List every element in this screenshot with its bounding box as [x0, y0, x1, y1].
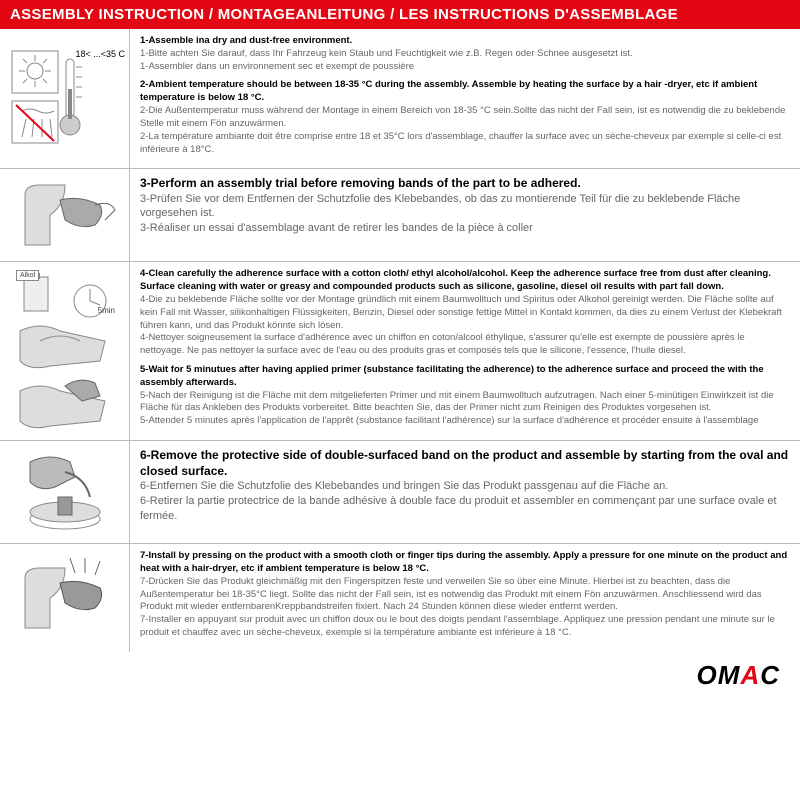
press-install-icon	[10, 553, 120, 643]
row-5-text: 7-Install by pressing on the product wit…	[130, 544, 800, 652]
step7-en: 7-Install by pressing on the product wit…	[140, 550, 790, 576]
step1-en: 1-Assemble ina dry and dust-free environ…	[140, 35, 790, 48]
row-3: Alkol 5min 4-Clean carefully the adheren…	[0, 262, 800, 441]
step1-de: 1-Bitte achten Sie darauf, dass Ihr Fahr…	[140, 48, 790, 61]
logo-row: OMAC	[0, 652, 800, 695]
clean-primer-icon	[10, 271, 120, 431]
step5-fr: 5-Attender 5 minutes après l'application…	[140, 415, 790, 428]
instruction-rows: 18< ...<35 C 1-As	[0, 29, 800, 652]
step2-en: 2-Ambient temperature should be between …	[140, 79, 790, 105]
logo-part1: OM	[697, 660, 741, 690]
step2-fr: 2-La température ambiante doit être comp…	[140, 131, 790, 157]
remove-tape-icon	[10, 447, 120, 537]
logo-part2: A	[740, 660, 760, 690]
step3-fr: 3-Réaliser un essai d'assemblage avant d…	[140, 221, 790, 236]
row-4-icon	[0, 441, 130, 543]
row-4-text: 6-Remove the protective side of double-s…	[130, 441, 800, 543]
step2-de: 2-Die Außentemperatur muss während der M…	[140, 105, 790, 131]
step7-de: 7-Drücken Sie das Produkt gleichmäßig mi…	[140, 576, 790, 614]
step1-fr: 1-Assembler dans un environnement sec et…	[140, 61, 790, 74]
step5-en: 5-Wait for 5 minutues after having appli…	[140, 364, 790, 390]
step5-de: 5-Nach der Reinigung ist die Fläche mit …	[140, 390, 790, 416]
row-1-icon: 18< ...<35 C	[0, 29, 130, 168]
temp-range-label: 18< ...<35 C	[75, 49, 125, 59]
weather-thermometer-icon	[10, 49, 120, 149]
row-1: 18< ...<35 C 1-As	[0, 29, 800, 169]
step4-en: 4-Clean carefully the adherence surface …	[140, 268, 790, 294]
logo-part3: C	[760, 660, 780, 690]
step7-fr: 7-Installer en appuyant sur produit avec…	[140, 614, 790, 640]
step3-de: 3-Prüfen Sie vor dem Entfernen der Schut…	[140, 192, 790, 222]
alcohol-label: Alkol	[16, 270, 39, 281]
row-5-icon	[0, 544, 130, 652]
time-label: 5min	[98, 306, 115, 315]
step6-fr: 6-Retirer la partie protectrice de la ba…	[140, 494, 790, 524]
step6-de: 6-Entfernen Sie die Schutzfolie des Kleb…	[140, 479, 790, 494]
step3-en: 3-Perform an assembly trial before remov…	[140, 175, 790, 191]
row-2-text: 3-Perform an assembly trial before remov…	[130, 169, 800, 261]
step4-de: 4-Die zu beklebende Fläche sollte vor de…	[140, 294, 790, 332]
header-title: ASSEMBLY INSTRUCTION / MONTAGEANLEITUNG …	[10, 6, 678, 23]
omac-logo: OMAC	[697, 660, 780, 691]
row-4: 6-Remove the protective side of double-s…	[0, 441, 800, 544]
row-3-text: 4-Clean carefully the adherence surface …	[130, 262, 800, 440]
row-2-icon	[0, 169, 130, 261]
row-2: 3-Perform an assembly trial before remov…	[0, 169, 800, 262]
row-1-text: 1-Assemble ina dry and dust-free environ…	[130, 29, 800, 168]
header-bar: ASSEMBLY INSTRUCTION / MONTAGEANLEITUNG …	[0, 0, 800, 29]
step6-en: 6-Remove the protective side of double-s…	[140, 447, 790, 479]
step4-fr: 4-Nettoyer soigneusement la surface d'ad…	[140, 332, 790, 358]
trial-fit-icon	[10, 175, 120, 255]
row-5: 7-Install by pressing on the product wit…	[0, 544, 800, 652]
row-3-icon: Alkol 5min	[0, 262, 130, 440]
